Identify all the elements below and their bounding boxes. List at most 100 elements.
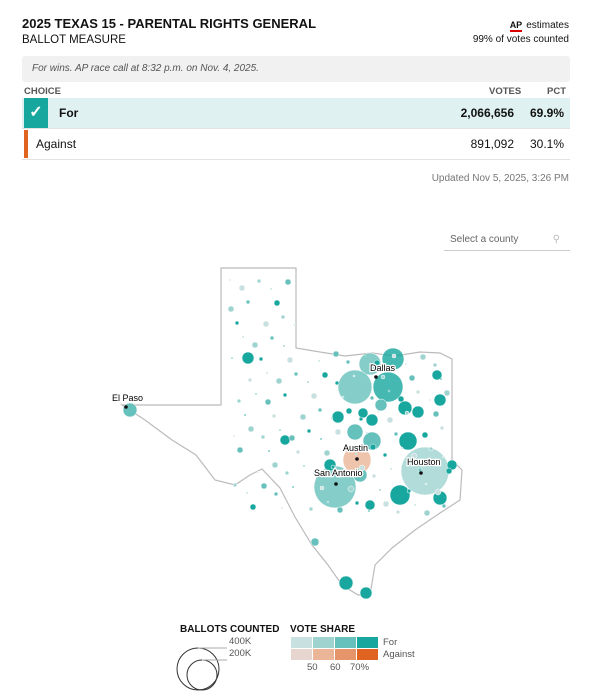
county-circle[interactable] bbox=[363, 353, 367, 357]
county-circle[interactable] bbox=[337, 369, 373, 405]
county-circle[interactable] bbox=[293, 323, 297, 327]
county-circle[interactable] bbox=[380, 374, 386, 380]
county-circle[interactable] bbox=[284, 470, 290, 476]
county-circle[interactable] bbox=[382, 452, 388, 458]
county-circle[interactable] bbox=[423, 509, 431, 517]
county-circle[interactable] bbox=[288, 434, 296, 442]
county-circle[interactable] bbox=[312, 470, 320, 478]
county-circle[interactable] bbox=[434, 488, 442, 496]
county-circle[interactable] bbox=[382, 500, 390, 508]
county-circle[interactable] bbox=[359, 586, 373, 600]
county-circle[interactable] bbox=[376, 410, 380, 414]
county-circle[interactable] bbox=[258, 356, 264, 362]
county-circle[interactable] bbox=[326, 500, 330, 504]
county-circle[interactable] bbox=[271, 413, 277, 419]
county-circle[interactable] bbox=[432, 410, 440, 418]
county-circle[interactable] bbox=[415, 389, 421, 395]
county-circle[interactable] bbox=[371, 473, 377, 479]
county-circle[interactable] bbox=[332, 350, 340, 358]
county-circle[interactable] bbox=[243, 413, 247, 417]
county-circle[interactable] bbox=[228, 278, 232, 282]
county-circle[interactable] bbox=[357, 407, 369, 419]
county-circle[interactable] bbox=[404, 410, 410, 416]
county-circle[interactable] bbox=[319, 485, 325, 491]
county-circle[interactable] bbox=[352, 374, 356, 378]
county-circle[interactable] bbox=[286, 356, 294, 364]
county-circle[interactable] bbox=[395, 509, 401, 515]
county-search-input[interactable]: Select a county ⚲ bbox=[444, 229, 570, 251]
county-circle[interactable] bbox=[269, 287, 273, 291]
county-circle[interactable] bbox=[245, 491, 249, 495]
county-circle[interactable] bbox=[441, 503, 447, 509]
county-circle[interactable] bbox=[358, 464, 366, 472]
county-circle[interactable] bbox=[439, 377, 443, 381]
county-circle[interactable] bbox=[378, 488, 382, 492]
county-circle[interactable] bbox=[441, 455, 445, 459]
county-circle[interactable] bbox=[306, 380, 310, 384]
county-circle[interactable] bbox=[254, 392, 258, 396]
county-circle[interactable] bbox=[400, 446, 450, 496]
county-circle[interactable] bbox=[443, 389, 451, 397]
county-circle[interactable] bbox=[389, 467, 393, 471]
county-circle[interactable] bbox=[260, 434, 266, 440]
county-circle[interactable] bbox=[279, 434, 291, 446]
county-circle[interactable] bbox=[398, 431, 418, 451]
county-circle[interactable] bbox=[372, 371, 404, 403]
county-circle[interactable] bbox=[358, 416, 364, 422]
county-circle[interactable] bbox=[367, 509, 371, 513]
county-circle[interactable] bbox=[431, 369, 443, 381]
county-circle[interactable] bbox=[433, 393, 447, 407]
county-circle[interactable] bbox=[260, 482, 268, 490]
county-circle[interactable] bbox=[256, 470, 260, 474]
county-circle[interactable] bbox=[251, 341, 259, 349]
county-circle[interactable] bbox=[387, 389, 391, 393]
county-circle[interactable] bbox=[445, 467, 453, 475]
county-circle[interactable] bbox=[284, 278, 292, 286]
county-circle[interactable] bbox=[308, 506, 314, 512]
county-circle[interactable] bbox=[323, 449, 331, 457]
county-circle[interactable] bbox=[400, 446, 404, 450]
county-circle[interactable] bbox=[265, 371, 269, 375]
county-circle[interactable] bbox=[421, 431, 429, 439]
county-circle[interactable] bbox=[267, 449, 271, 453]
county-circle[interactable] bbox=[354, 500, 360, 506]
county-circle[interactable] bbox=[358, 352, 382, 376]
county-circle[interactable] bbox=[310, 537, 320, 547]
county-circle[interactable] bbox=[275, 377, 283, 385]
county-circle[interactable] bbox=[227, 305, 235, 313]
county-circle[interactable] bbox=[269, 335, 275, 341]
county-circle[interactable] bbox=[334, 380, 340, 386]
county-circle[interactable] bbox=[299, 413, 307, 421]
county-circle[interactable] bbox=[365, 431, 369, 435]
county-circle[interactable] bbox=[389, 484, 411, 506]
county-circle[interactable] bbox=[410, 452, 418, 460]
county-circle[interactable] bbox=[241, 335, 245, 339]
county-circle[interactable] bbox=[238, 284, 246, 292]
county-circle[interactable] bbox=[338, 575, 354, 591]
county-circle[interactable] bbox=[354, 452, 358, 456]
county-circle[interactable] bbox=[428, 398, 432, 402]
county-circle[interactable] bbox=[245, 299, 251, 305]
county-circle[interactable] bbox=[291, 485, 295, 489]
county-circle[interactable] bbox=[386, 416, 394, 424]
county-circle[interactable] bbox=[408, 374, 416, 382]
county-circle[interactable] bbox=[439, 425, 445, 431]
county-circle[interactable] bbox=[330, 416, 334, 420]
county-circle[interactable] bbox=[364, 499, 376, 511]
county-circle[interactable] bbox=[247, 377, 253, 383]
county-circle[interactable] bbox=[249, 503, 257, 511]
county-circle[interactable] bbox=[419, 353, 427, 361]
county-circle[interactable] bbox=[345, 407, 353, 415]
county-circle[interactable] bbox=[428, 446, 434, 452]
county-circle[interactable] bbox=[310, 392, 318, 400]
county-circle[interactable] bbox=[236, 398, 242, 404]
county-circle[interactable] bbox=[280, 314, 286, 320]
county-circle[interactable] bbox=[397, 395, 405, 403]
county-circle[interactable] bbox=[381, 347, 405, 371]
county-circle[interactable] bbox=[234, 320, 240, 326]
texas-county-map[interactable]: El Paso Dallas Austin San Antonio Houston bbox=[0, 255, 605, 605]
county-circle[interactable] bbox=[432, 362, 438, 368]
county-circle[interactable] bbox=[262, 320, 270, 328]
county-circle[interactable] bbox=[404, 362, 408, 366]
county-circle[interactable] bbox=[321, 371, 329, 379]
